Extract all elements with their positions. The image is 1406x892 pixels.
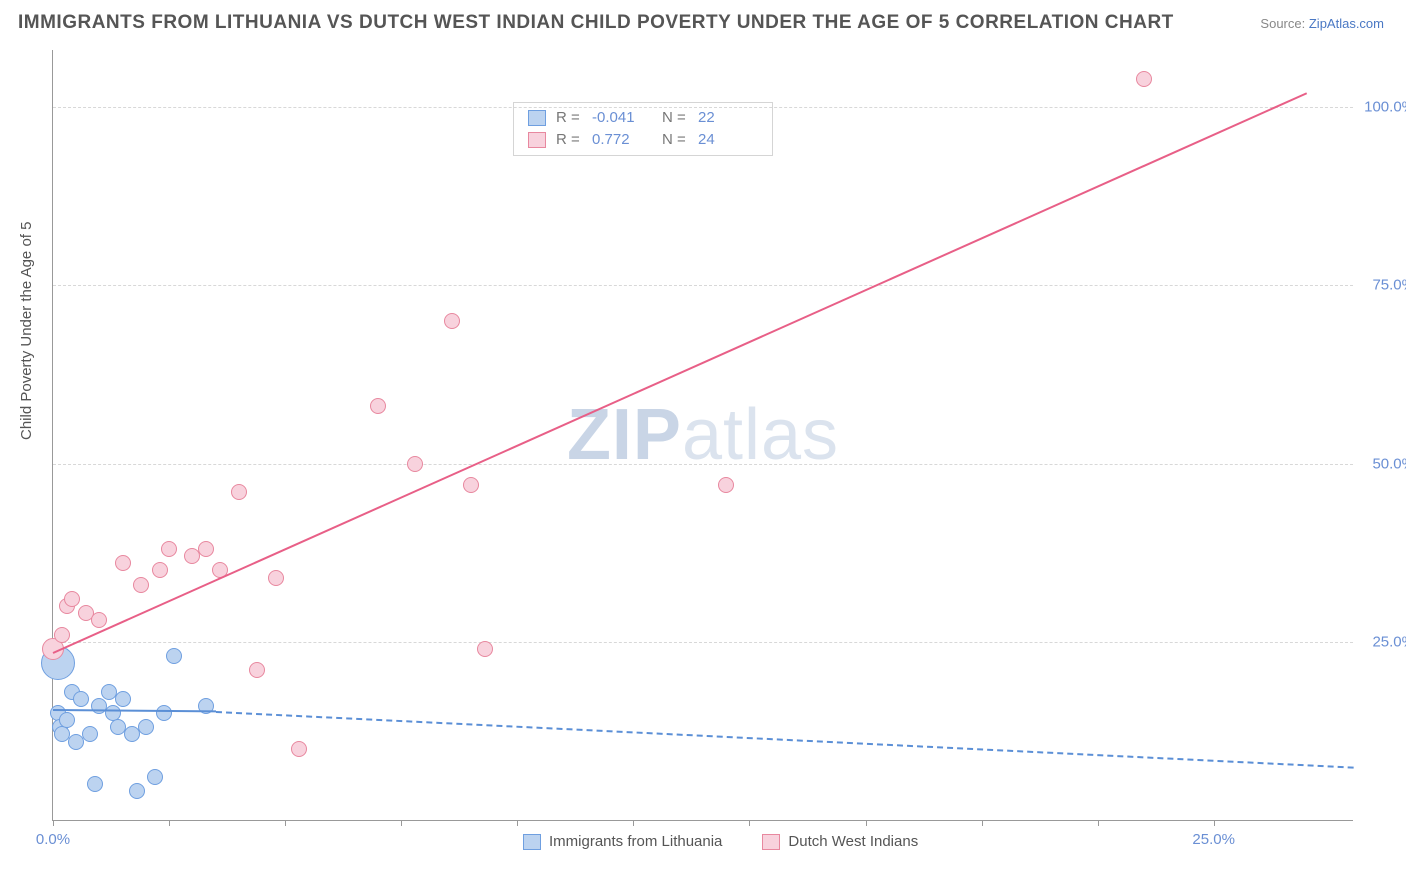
data-point-dutch bbox=[463, 477, 479, 493]
gridline bbox=[53, 285, 1353, 286]
x-tick-minor bbox=[866, 820, 867, 826]
data-point-dutch bbox=[198, 541, 214, 557]
x-tick-mark bbox=[53, 820, 54, 826]
gridline bbox=[53, 107, 1353, 108]
r-value-dutch: 0.772 bbox=[592, 129, 652, 151]
data-point-lithuania bbox=[156, 705, 172, 721]
legend-row-lithuania: R = -0.041 N = 22 bbox=[528, 107, 758, 129]
plot-area: ZIPatlas R = -0.041 N = 22 R = 0.772 N =… bbox=[52, 50, 1353, 821]
x-tick-minor bbox=[1098, 820, 1099, 826]
gridline bbox=[53, 642, 1353, 643]
y-tick-label: 100.0% bbox=[1364, 99, 1406, 116]
data-point-lithuania bbox=[147, 769, 163, 785]
x-tick-label: 25.0% bbox=[1192, 831, 1235, 848]
legend-item-lithuania: Immigrants from Lithuania bbox=[523, 833, 722, 850]
data-point-dutch bbox=[444, 313, 460, 329]
x-tick-minor bbox=[401, 820, 402, 826]
x-tick-minor bbox=[285, 820, 286, 826]
series-legend: Immigrants from Lithuania Dutch West Ind… bbox=[523, 833, 918, 850]
x-tick-minor bbox=[633, 820, 634, 826]
data-point-lithuania bbox=[129, 783, 145, 799]
n-value-lithuania: 22 bbox=[698, 107, 758, 129]
data-point-lithuania bbox=[87, 776, 103, 792]
swatch-icon bbox=[523, 834, 541, 850]
n-value-dutch: 24 bbox=[698, 129, 758, 151]
chart-container: IMMIGRANTS FROM LITHUANIA VS DUTCH WEST … bbox=[0, 0, 1406, 892]
data-point-dutch bbox=[54, 627, 70, 643]
y-axis-label: Child Poverty Under the Age of 5 bbox=[18, 222, 35, 440]
trend-line-lithuania bbox=[215, 711, 1353, 769]
data-point-dutch bbox=[91, 612, 107, 628]
data-point-dutch bbox=[115, 555, 131, 571]
data-point-lithuania bbox=[59, 712, 75, 728]
data-point-lithuania bbox=[166, 648, 182, 664]
trend-line-lithuania bbox=[53, 709, 216, 712]
data-point-dutch bbox=[407, 456, 423, 472]
data-point-dutch bbox=[133, 577, 149, 593]
legend-row-dutch: R = 0.772 N = 24 bbox=[528, 129, 758, 151]
data-point-dutch bbox=[231, 484, 247, 500]
x-tick-label: 0.0% bbox=[36, 831, 70, 848]
source-label: Source: ZipAtlas.com bbox=[1260, 16, 1384, 31]
data-point-dutch bbox=[268, 570, 284, 586]
r-value-lithuania: -0.041 bbox=[592, 107, 652, 129]
x-tick-mark bbox=[1214, 820, 1215, 826]
swatch-icon bbox=[762, 834, 780, 850]
legend-item-dutch: Dutch West Indians bbox=[762, 833, 918, 850]
data-point-dutch bbox=[249, 662, 265, 678]
y-tick-label: 75.0% bbox=[1372, 277, 1406, 294]
data-point-dutch bbox=[477, 641, 493, 657]
data-point-lithuania bbox=[115, 691, 131, 707]
data-point-dutch bbox=[370, 398, 386, 414]
swatch-lithuania bbox=[528, 110, 546, 126]
x-tick-minor bbox=[982, 820, 983, 826]
x-tick-minor bbox=[169, 820, 170, 826]
trend-line-dutch bbox=[53, 93, 1307, 654]
x-tick-minor bbox=[749, 820, 750, 826]
data-point-dutch bbox=[1136, 71, 1152, 87]
data-point-dutch bbox=[291, 741, 307, 757]
chart-title: IMMIGRANTS FROM LITHUANIA VS DUTCH WEST … bbox=[18, 12, 1174, 34]
x-tick-minor bbox=[517, 820, 518, 826]
correlation-legend: R = -0.041 N = 22 R = 0.772 N = 24 bbox=[513, 102, 773, 156]
data-point-dutch bbox=[64, 591, 80, 607]
data-point-dutch bbox=[152, 562, 168, 578]
gridline bbox=[53, 464, 1353, 465]
y-tick-label: 25.0% bbox=[1372, 633, 1406, 650]
source-link[interactable]: ZipAtlas.com bbox=[1309, 16, 1384, 31]
data-point-dutch bbox=[718, 477, 734, 493]
y-tick-label: 50.0% bbox=[1372, 455, 1406, 472]
data-point-dutch bbox=[161, 541, 177, 557]
swatch-dutch bbox=[528, 132, 546, 148]
data-point-lithuania bbox=[138, 719, 154, 735]
data-point-lithuania bbox=[82, 726, 98, 742]
data-point-lithuania bbox=[73, 691, 89, 707]
